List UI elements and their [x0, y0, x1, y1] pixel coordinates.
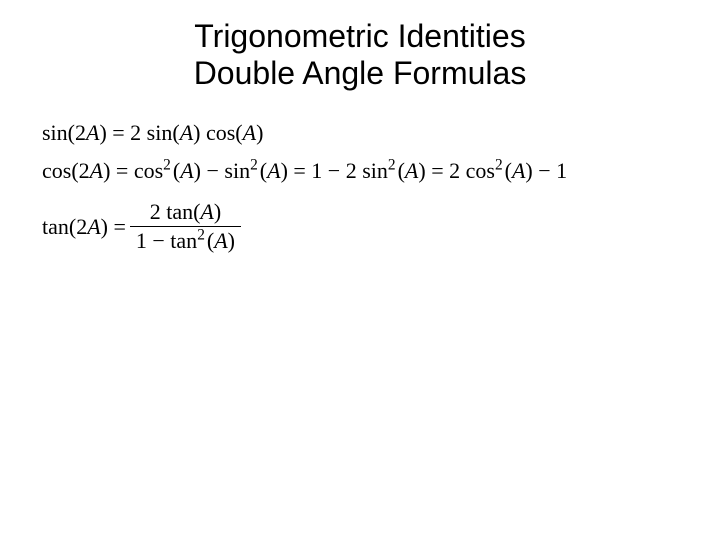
tan-lhs: tan(2A) = [42, 216, 126, 238]
tan-numerator: 2 tan(A) [144, 198, 227, 227]
formula-cos: cos(2A) = cos2(A) − sin2(A) = 1 − 2 sin2… [42, 160, 690, 182]
tan-fraction: 2 tan(A) 1 − tan2(A) [130, 198, 241, 256]
slide-title: Trigonometric Identities Double Angle Fo… [30, 18, 690, 92]
formula-tan: tan(2A) = 2 tan(A) 1 − tan2(A) [42, 198, 690, 256]
cos-text: cos(2A) = cos2(A) − sin2(A) = 1 − 2 sin2… [42, 160, 567, 182]
formula-block: sin(2A) = 2 sin(A) cos(A) cos(2A) = cos2… [42, 122, 690, 256]
sin-text: sin(2A) = 2 sin(A) cos(A) [42, 122, 263, 144]
title-line-1: Trigonometric Identities [194, 18, 525, 54]
slide: Trigonometric Identities Double Angle Fo… [0, 0, 720, 540]
title-line-2: Double Angle Formulas [194, 55, 527, 91]
formula-sin: sin(2A) = 2 sin(A) cos(A) [42, 122, 690, 144]
tan-denominator: 1 − tan2(A) [130, 227, 241, 256]
